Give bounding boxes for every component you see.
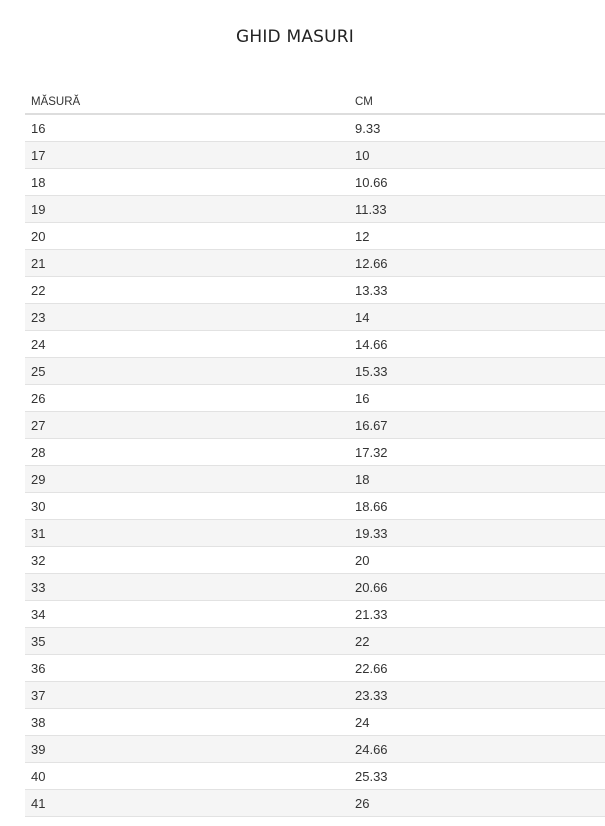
- table-row: 26 16: [25, 384, 605, 412]
- size-cell: 33: [25, 573, 349, 601]
- size-cell: 21: [25, 249, 349, 277]
- cm-cell: 22: [349, 627, 605, 655]
- cm-cell: 26: [349, 789, 605, 817]
- table-row: 19 11.33: [25, 195, 605, 223]
- table-row: 33 20.66: [25, 573, 605, 601]
- table-row: 36 22.66: [25, 654, 605, 682]
- size-cell: 24: [25, 330, 349, 358]
- cm-cell: 22.66: [349, 654, 605, 682]
- size-cell: 34: [25, 600, 349, 628]
- size-cell: 39: [25, 735, 349, 763]
- size-cell: 29: [25, 465, 349, 493]
- size-cell: 35: [25, 627, 349, 655]
- size-cell: 17: [25, 141, 349, 169]
- cm-cell: 14: [349, 303, 605, 331]
- size-cell: 18: [25, 168, 349, 196]
- cm-cell: 11.33: [349, 195, 605, 223]
- size-cell: 41: [25, 789, 349, 817]
- cm-cell: 10: [349, 141, 605, 169]
- size-cell: 23: [25, 303, 349, 331]
- size-cell: 19: [25, 195, 349, 223]
- cm-cell: 10.66: [349, 168, 605, 196]
- cm-cell: 15.33: [349, 357, 605, 385]
- table-row: 21 12.66: [25, 249, 605, 277]
- table-row: 24 14.66: [25, 330, 605, 358]
- size-cell: 22: [25, 276, 349, 304]
- size-cell: 32: [25, 546, 349, 574]
- size-cell: 30: [25, 492, 349, 520]
- table-row: 40 25.33: [25, 762, 605, 790]
- cm-cell: 18.66: [349, 492, 605, 520]
- size-cell: 16: [25, 114, 349, 142]
- cm-cell: 23.33: [349, 681, 605, 709]
- header-size: MĂSURĂ: [25, 90, 349, 115]
- cm-cell: 9.33: [349, 114, 605, 142]
- cm-cell: 24.66: [349, 735, 605, 763]
- table-row: 34 21.33: [25, 600, 605, 628]
- table-row: 37 23.33: [25, 681, 605, 709]
- cm-cell: 16.67: [349, 411, 605, 439]
- cm-cell: 18: [349, 465, 605, 493]
- size-cell: 38: [25, 708, 349, 736]
- size-cell: 36: [25, 654, 349, 682]
- size-cell: 26: [25, 384, 349, 412]
- size-cell: 20: [25, 222, 349, 250]
- size-cell: 37: [25, 681, 349, 709]
- cm-cell: 20: [349, 546, 605, 574]
- header-cm: CM: [349, 90, 605, 115]
- cm-cell: 16: [349, 384, 605, 412]
- cm-cell: 19.33: [349, 519, 605, 547]
- table-row: 20 12: [25, 222, 605, 250]
- table-row: 41 26: [25, 789, 605, 817]
- table-row: 29 18: [25, 465, 605, 493]
- table-row: 25 15.33: [25, 357, 605, 385]
- size-cell: 28: [25, 438, 349, 466]
- size-cell: 31: [25, 519, 349, 547]
- table-row: 28 17.32: [25, 438, 605, 466]
- table-row: 39 24.66: [25, 735, 605, 763]
- size-cell: 40: [25, 762, 349, 790]
- page-title: GHID MASURI: [235, 27, 355, 47]
- table-row: 17 10: [25, 141, 605, 169]
- cm-cell: 12: [349, 222, 605, 250]
- table-row: 22 13.33: [25, 276, 605, 304]
- table-row: 31 19.33: [25, 519, 605, 547]
- table-row: 32 20: [25, 546, 605, 574]
- table-row: 35 22: [25, 627, 605, 655]
- table-row: 27 16.67: [25, 411, 605, 439]
- size-cell: 27: [25, 411, 349, 439]
- table-row: 38 24: [25, 708, 605, 736]
- cm-cell: 25.33: [349, 762, 605, 790]
- cm-cell: 21.33: [349, 600, 605, 628]
- table-row: 18 10.66: [25, 168, 605, 196]
- cm-cell: 24: [349, 708, 605, 736]
- cm-cell: 12.66: [349, 249, 605, 277]
- cm-cell: 13.33: [349, 276, 605, 304]
- cm-cell: 20.66: [349, 573, 605, 601]
- size-guide-table: MĂSURĂ CM 16 9.33 17 10 18 10.66 19 11.33 20 12 21…: [25, 90, 605, 817]
- size-cell: 25: [25, 357, 349, 385]
- table-row: 16 9.33: [25, 114, 605, 142]
- cm-cell: 17.32: [349, 438, 605, 466]
- table-row: 23 14: [25, 303, 605, 331]
- table-row: 30 18.66: [25, 492, 605, 520]
- table-header-row: MĂSURĂ CM: [25, 90, 605, 115]
- cm-cell: 14.66: [349, 330, 605, 358]
